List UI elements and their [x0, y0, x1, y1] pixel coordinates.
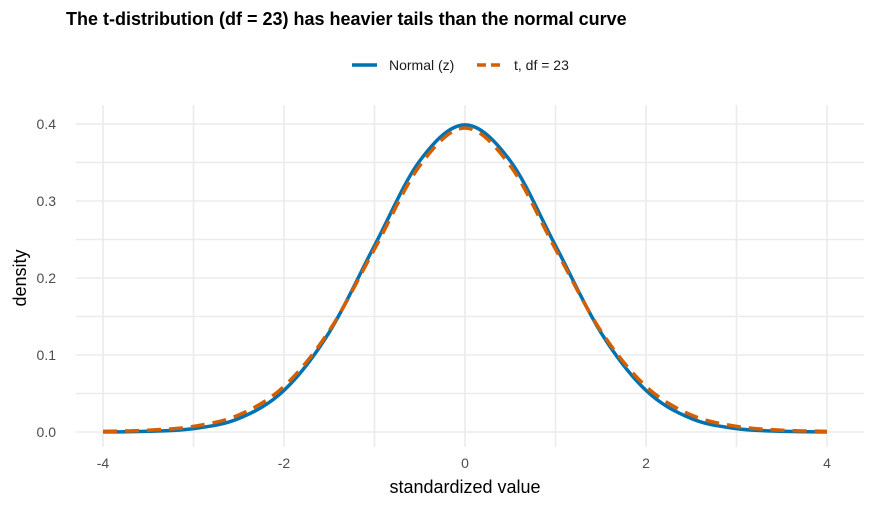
y-tick-label: 0.0 [37, 424, 57, 440]
x-tick-label: 0 [461, 455, 469, 471]
y-tick-label: 0.4 [37, 116, 57, 132]
legend-label-normal: Normal (z) [389, 57, 454, 73]
x-axis-ticks: -4 -2 0 2 4 [97, 455, 831, 471]
y-tick-label: 0.2 [37, 270, 57, 286]
y-tick-label: 0.1 [37, 347, 57, 363]
x-tick-label: -2 [278, 455, 291, 471]
density-curves [102, 123, 828, 434]
x-tick-label: -4 [97, 455, 110, 471]
grid [76, 105, 864, 447]
y-axis-title: density [10, 249, 30, 306]
x-tick-label: 2 [642, 455, 650, 471]
normal-curve [102, 123, 828, 434]
chart-title: The t-distribution (df = 23) has heavier… [66, 9, 627, 29]
t-curve [102, 126, 828, 434]
legend-label-t: t, df = 23 [514, 57, 569, 73]
x-axis-title: standardized value [389, 477, 540, 497]
y-axis-ticks: 0.0 0.1 0.2 0.3 0.4 [37, 116, 57, 440]
legend: Normal (z) t, df = 23 [352, 57, 569, 73]
y-tick-label: 0.3 [37, 193, 57, 209]
x-tick-label: 4 [823, 455, 831, 471]
